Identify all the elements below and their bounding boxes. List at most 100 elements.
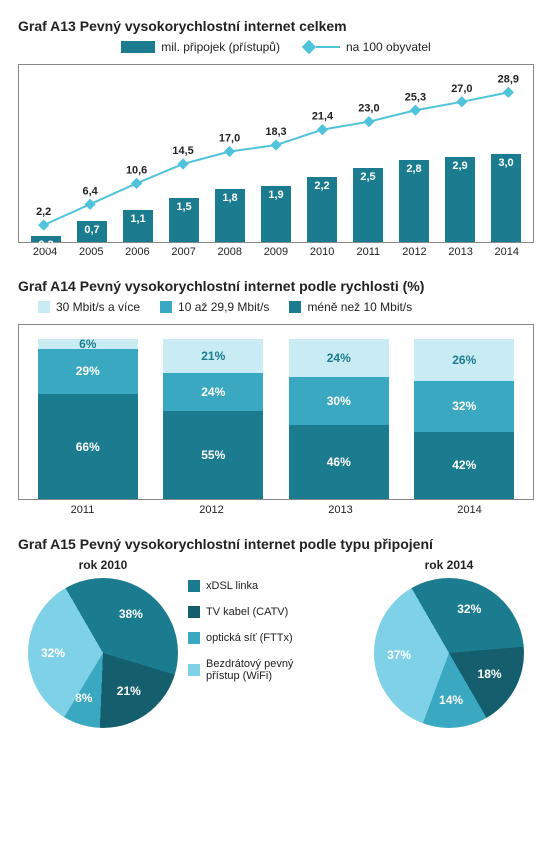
a14-segment: 66% — [38, 394, 138, 499]
a14-legend-label: 30 Mbit/s a více — [56, 300, 140, 314]
a13-bar: 2,8 — [399, 160, 429, 242]
a13-year-label: 2014 — [490, 246, 524, 258]
a15-legend-item: Bezdrátový pevný přístup (WiFi) — [188, 658, 364, 682]
pie-slice-label: 18% — [478, 667, 502, 681]
a14-year-label: 2011 — [33, 504, 133, 516]
swatch-icon — [188, 580, 200, 592]
a13-bar: 2,5 — [353, 168, 383, 242]
svg-text:28,9: 28,9 — [498, 73, 519, 85]
a14-legend-label: méně než 10 Mbit/s — [307, 300, 412, 314]
chart-a14-legend: 30 Mbit/s a více 10 až 29,9 Mbit/s méně ne… — [18, 300, 534, 314]
legend-bars-label: mil. připojek (přístupů) — [161, 40, 280, 54]
a13-year-label: 2009 — [259, 246, 293, 258]
a14-segment: 46% — [289, 425, 389, 499]
a13-bar: 1,9 — [261, 186, 291, 242]
diamond-icon — [302, 40, 316, 54]
pie-2010-title: rok 2010 — [79, 558, 128, 572]
a13-column: 2,8 — [397, 160, 431, 242]
chart-a14-title: Graf A14 Pevný vysokorychlostní internet… — [18, 278, 534, 294]
chart-a14-section: Graf A14 Pevný vysokorychlostní internet… — [18, 278, 534, 516]
chart-a13-xaxis: 2004200520062007200820092010201120122013… — [18, 242, 534, 258]
pie-slice-label: 21% — [117, 684, 141, 698]
a13-bar: 0,2 — [31, 236, 61, 242]
swatch-icon — [38, 301, 50, 313]
swatch-icon — [160, 301, 172, 313]
legend-bars: mil. připojek (přístupů) — [121, 40, 280, 54]
pie-slice-label: 32% — [457, 602, 481, 616]
a13-column: 2,2 — [305, 177, 339, 242]
pie-2014-wrap: rok 2014 32% 18% 14% 37% — [364, 558, 534, 728]
chart-a14-plot: 6%29%66%21%24%55%24%30%46%26%32%42% — [18, 324, 534, 500]
a13-year-label: 2011 — [351, 246, 385, 258]
a14-legend-item: méně než 10 Mbit/s — [289, 300, 412, 314]
chart-a15-section: Graf A15 Pevný vysokorychlostní internet… — [18, 536, 534, 728]
a13-column: 3,0 — [489, 154, 523, 242]
pie-slice-label: 38% — [119, 607, 143, 621]
a13-year-label: 2010 — [305, 246, 339, 258]
a13-bar: 2,2 — [307, 177, 337, 242]
a14-year-label: 2014 — [420, 504, 520, 516]
pie-2014-title: rok 2014 — [425, 558, 474, 572]
chart-a15-body: rok 2010 38% 21% 8% 32% xDSL linka TV kabel … — [18, 558, 534, 728]
a13-year-label: 2005 — [74, 246, 108, 258]
a14-segment: 26% — [414, 339, 514, 381]
a14-segment: 24% — [289, 339, 389, 377]
pie-slice-label: 37% — [387, 648, 411, 662]
pie-2010-wrap: rok 2010 38% 21% 8% 32% — [18, 558, 188, 728]
a14-segment: 42% — [414, 432, 514, 499]
chart-a15-legend: xDSL linka TV kabel (CATV) optická síť (FT… — [188, 558, 364, 728]
pie-slice-label: 8% — [75, 691, 92, 705]
swatch-icon — [289, 301, 301, 313]
a15-legend-item: xDSL linka — [188, 580, 364, 592]
a14-legend-item: 30 Mbit/s a více — [38, 300, 140, 314]
a15-legend-label: Bezdrátový pevný přístup (WiFi) — [206, 658, 316, 682]
legend-line-label: na 100 obyvatel — [346, 40, 431, 54]
chart-a13-title: Graf A13 Pevný vysokorychlostní internet… — [18, 18, 534, 34]
a13-column: 1,1 — [121, 210, 155, 242]
a14-column: 21%24%55% — [163, 339, 263, 499]
a13-bar: 3,0 — [491, 154, 521, 242]
a14-segment: 29% — [38, 349, 138, 395]
a13-column: 0,7 — [75, 221, 109, 242]
a13-column: 1,9 — [259, 186, 293, 242]
legend-line: na 100 obyvatel — [304, 40, 431, 54]
a14-column: 24%30%46% — [289, 339, 389, 499]
chart-a14-xaxis: 2011201220132014 — [18, 500, 534, 516]
a14-segment: 32% — [414, 381, 514, 432]
pie-2010: 38% 21% 8% 32% — [28, 578, 178, 728]
a15-legend-label: TV kabel (CATV) — [206, 606, 288, 618]
a14-segment: 6% — [38, 339, 138, 349]
pie-2014: 32% 18% 14% 37% — [374, 578, 524, 728]
a13-column: 2,9 — [443, 157, 477, 242]
chart-a13-legend: mil. připojek (přístupů) na 100 obyvatel — [18, 40, 534, 54]
a15-legend-item: TV kabel (CATV) — [188, 606, 364, 618]
a13-year-label: 2012 — [397, 246, 431, 258]
pie-slice-label: 14% — [439, 693, 463, 707]
pie-slice-label: 32% — [41, 646, 65, 660]
a13-year-label: 2013 — [444, 246, 478, 258]
a13-year-label: 2007 — [167, 246, 201, 258]
a13-year-label: 2006 — [120, 246, 154, 258]
a14-year-label: 2013 — [291, 504, 391, 516]
swatch-icon — [188, 632, 200, 644]
a14-legend-label: 10 až 29,9 Mbit/s — [178, 300, 269, 314]
swatch-icon — [188, 606, 200, 618]
a14-segment: 21% — [163, 339, 263, 373]
a15-legend-item: optická síť (FTTx) — [188, 632, 364, 644]
swatch-icon — [188, 664, 200, 676]
a13-year-label: 2008 — [213, 246, 247, 258]
a14-segment: 55% — [163, 411, 263, 499]
a13-column: 1,5 — [167, 198, 201, 242]
a14-segment: 30% — [289, 377, 389, 425]
a14-column: 6%29%66% — [38, 339, 138, 499]
a15-legend-label: xDSL linka — [206, 580, 258, 592]
a13-column: 1,8 — [213, 189, 247, 242]
a13-bar: 1,1 — [123, 210, 153, 242]
a14-column: 26%32%42% — [414, 339, 514, 499]
a13-bar: 0,7 — [77, 221, 107, 242]
chart-a13-plot: 2,26,410,614,517,018,321,423,025,327,028… — [18, 64, 534, 242]
a14-legend-item: 10 až 29,9 Mbit/s — [160, 300, 269, 314]
chart-a13-section: Graf A13 Pevný vysokorychlostní internet… — [18, 18, 534, 258]
a13-bar: 2,9 — [445, 157, 475, 242]
a13-bar: 1,8 — [215, 189, 245, 242]
